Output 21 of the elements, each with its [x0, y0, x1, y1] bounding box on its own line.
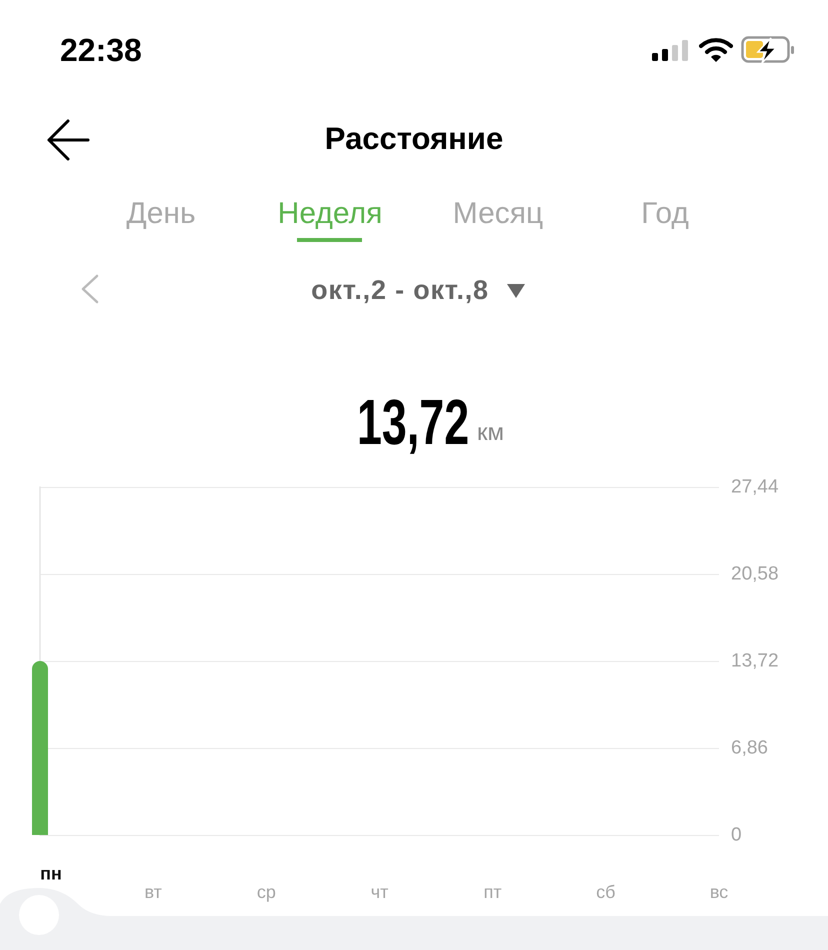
- y-tick-label: 13,72: [731, 650, 779, 672]
- text: Месяц: [452, 197, 544, 230]
- x-tick-label: сб: [596, 882, 616, 902]
- text: Год: [641, 197, 689, 230]
- chart-title: Расстояние: [324, 121, 504, 156]
- text: 22:38: [60, 32, 142, 68]
- text: км: [477, 419, 504, 446]
- text: День: [126, 197, 196, 230]
- chart-subtitle: окт.,2 - окт.,8: [311, 275, 489, 305]
- x-tick-label: вт: [144, 882, 162, 902]
- x-tick-label: вс: [710, 882, 728, 902]
- y-tick-label: 6,86: [731, 738, 768, 758]
- x-tick-label: пт: [484, 882, 502, 902]
- x-tick-label: чт: [370, 882, 388, 902]
- x-tick-label: пн: [40, 864, 62, 884]
- text: Неделя: [278, 197, 382, 230]
- y-tick-label: 27,44: [731, 476, 779, 498]
- y-tick-label: 0: [731, 824, 742, 846]
- y-tick-label: 20,58: [731, 564, 779, 584]
- x-tick-label: ср: [256, 882, 276, 902]
- text: 13,72: [357, 386, 470, 458]
